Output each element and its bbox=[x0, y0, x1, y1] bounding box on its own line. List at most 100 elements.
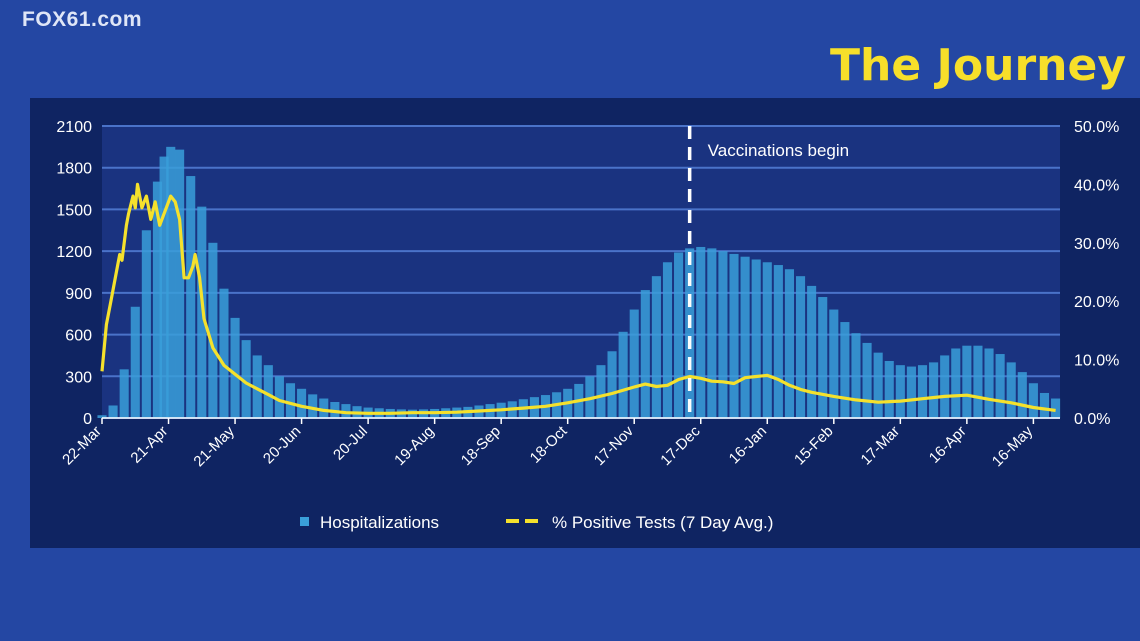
x-tick-label: 22-Mar bbox=[59, 423, 105, 469]
x-tick-label: 15-Feb bbox=[791, 423, 837, 469]
x-tick-label: 21-May bbox=[190, 422, 238, 470]
hospitalization-bar bbox=[906, 366, 916, 418]
x-tick-label: 18-Oct bbox=[527, 422, 571, 466]
hospitalization-bar bbox=[729, 253, 739, 418]
hospitalization-bar bbox=[718, 251, 728, 418]
x-tick-label: 20-Jul bbox=[330, 423, 371, 464]
hospitalization-bar bbox=[851, 333, 861, 418]
y-left-tick-label: 300 bbox=[65, 369, 92, 386]
hospitalization-bar bbox=[607, 351, 617, 418]
hospitalization-bar bbox=[1051, 398, 1061, 418]
hospitalization-bar bbox=[1028, 383, 1038, 418]
chart: Vaccinations begin 0 300 600 900 1200 1500 180… bbox=[56, 119, 1119, 532]
hospitalization-bar bbox=[685, 248, 695, 418]
hospitalization-bar bbox=[186, 176, 196, 418]
hospitalization-bar bbox=[929, 362, 939, 418]
hospitalization-bar bbox=[1017, 372, 1027, 418]
hospitalization-bar bbox=[119, 369, 129, 418]
hospitalization-bar bbox=[917, 365, 928, 418]
hospitalization-bar bbox=[662, 262, 673, 418]
hospitalization-bar bbox=[596, 365, 606, 418]
hospitalization-bar bbox=[773, 265, 783, 418]
hospitalization-bar bbox=[297, 388, 307, 418]
hospitalization-bar bbox=[159, 156, 169, 418]
hospitalization-bar bbox=[829, 309, 839, 418]
y-right-tick-label: 0.0% bbox=[1074, 411, 1110, 428]
y-left-tick-label: 1500 bbox=[56, 202, 92, 219]
y-left-tick-label: 2100 bbox=[56, 119, 92, 136]
hospitalization-bar bbox=[618, 331, 628, 418]
hospitalization-bar bbox=[97, 415, 107, 418]
hospitalization-bar bbox=[252, 355, 262, 418]
positive-tests-line bbox=[100, 182, 1056, 415]
y-right-tick-label: 50.0% bbox=[1074, 119, 1119, 136]
y-left-tick-label: 1200 bbox=[56, 244, 92, 261]
watermark-logo: FOX61.com bbox=[22, 8, 143, 31]
hospitalization-bar bbox=[341, 404, 351, 418]
hospitalization-bar bbox=[640, 290, 650, 418]
y-left-tick-label: 600 bbox=[65, 328, 92, 345]
hospitalization-bar bbox=[285, 383, 296, 418]
y-right-tick-label: 20.0% bbox=[1074, 294, 1119, 311]
hospitalization-bar bbox=[840, 322, 850, 418]
hospitalization-bar bbox=[651, 276, 661, 418]
hospitalization-bar bbox=[141, 230, 151, 418]
hospitalization-bar bbox=[274, 376, 284, 418]
hospitalization-bar bbox=[818, 297, 828, 418]
y-axis-left: 0 300 600 900 1200 1500 1800 2100 bbox=[56, 119, 92, 428]
hospitalization-bar bbox=[1006, 362, 1016, 418]
x-tick-label: 21-Apr bbox=[127, 423, 171, 467]
hospitalization-bar bbox=[795, 276, 806, 418]
hospitalization-bar bbox=[807, 285, 817, 418]
x-tick-label: 16-Apr bbox=[926, 423, 970, 467]
x-tick-label: 16-Jan bbox=[726, 423, 770, 467]
hospitalization-bar bbox=[308, 394, 318, 418]
positive-tests-path bbox=[100, 182, 1056, 415]
y-axis-right: 0.0% 10.0% 20.0% 30.0% 40.0% 50.0% bbox=[1074, 119, 1119, 428]
hospitalization-bar bbox=[873, 352, 883, 418]
hospitalization-bar bbox=[230, 317, 240, 418]
chart-panel: Vaccinations begin 0 300 600 900 1200 1500 180… bbox=[30, 98, 1140, 548]
hospitalization-bar bbox=[108, 405, 118, 418]
hospitalization-bar bbox=[884, 360, 894, 418]
hospitalization-bar bbox=[951, 348, 961, 418]
x-tick-label: 17-Nov bbox=[591, 422, 638, 469]
hospitalization-bar bbox=[1039, 392, 1050, 418]
hospitalization-bar bbox=[219, 288, 229, 418]
vaccination-label: Vaccinations begin bbox=[708, 141, 849, 160]
hospitalization-bar bbox=[895, 365, 905, 418]
hospitalization-bar bbox=[674, 252, 684, 418]
x-tick-label: 20-Jun bbox=[260, 423, 304, 467]
legend-line-label: % Positive Tests (7 Day Avg.) bbox=[552, 513, 773, 532]
hospitalization-bar bbox=[962, 345, 972, 418]
hospitalization-bar bbox=[696, 246, 706, 418]
hospitalization-bar bbox=[629, 309, 639, 418]
x-tick-label: 17-Mar bbox=[858, 423, 904, 469]
hospitalization-bar bbox=[995, 354, 1005, 418]
legend-bars-swatch bbox=[300, 517, 309, 526]
x-tick-label: 18-Sep bbox=[458, 423, 504, 469]
hospitalization-bar bbox=[984, 348, 994, 418]
y-right-tick-label: 10.0% bbox=[1074, 353, 1119, 370]
y-right-tick-label: 40.0% bbox=[1074, 177, 1119, 194]
hospitalization-bar bbox=[862, 342, 872, 418]
x-tick-label: 17-Dec bbox=[657, 422, 704, 469]
hospitalization-bar bbox=[784, 269, 794, 418]
legend: Hospitalizations % Positive Tests (7 Day… bbox=[300, 513, 773, 532]
vaccination-annotation: Vaccinations begin bbox=[687, 126, 849, 418]
hospitalization-bar bbox=[130, 306, 140, 418]
y-right-tick-label: 30.0% bbox=[1074, 236, 1119, 253]
hospitalization-bar bbox=[208, 242, 218, 418]
hospitalization-bar bbox=[973, 345, 983, 418]
y-left-tick-label: 1800 bbox=[56, 161, 92, 178]
hospitalization-bar bbox=[707, 248, 717, 418]
hospitalization-bar bbox=[751, 259, 761, 418]
hospitalization-bar bbox=[762, 262, 772, 418]
hospitalization-bar bbox=[740, 256, 750, 418]
hospitalization-bar bbox=[319, 398, 329, 418]
x-axis: 22-Mar 21-Apr 21-May 20-Jun 20-Jul 19-Aug 18-S… bbox=[59, 417, 1060, 470]
hospitalization-bar bbox=[263, 365, 273, 418]
y-left-tick-label: 900 bbox=[65, 286, 92, 303]
hospitalization-bar bbox=[152, 181, 162, 418]
hospitalization-bar bbox=[175, 149, 185, 418]
